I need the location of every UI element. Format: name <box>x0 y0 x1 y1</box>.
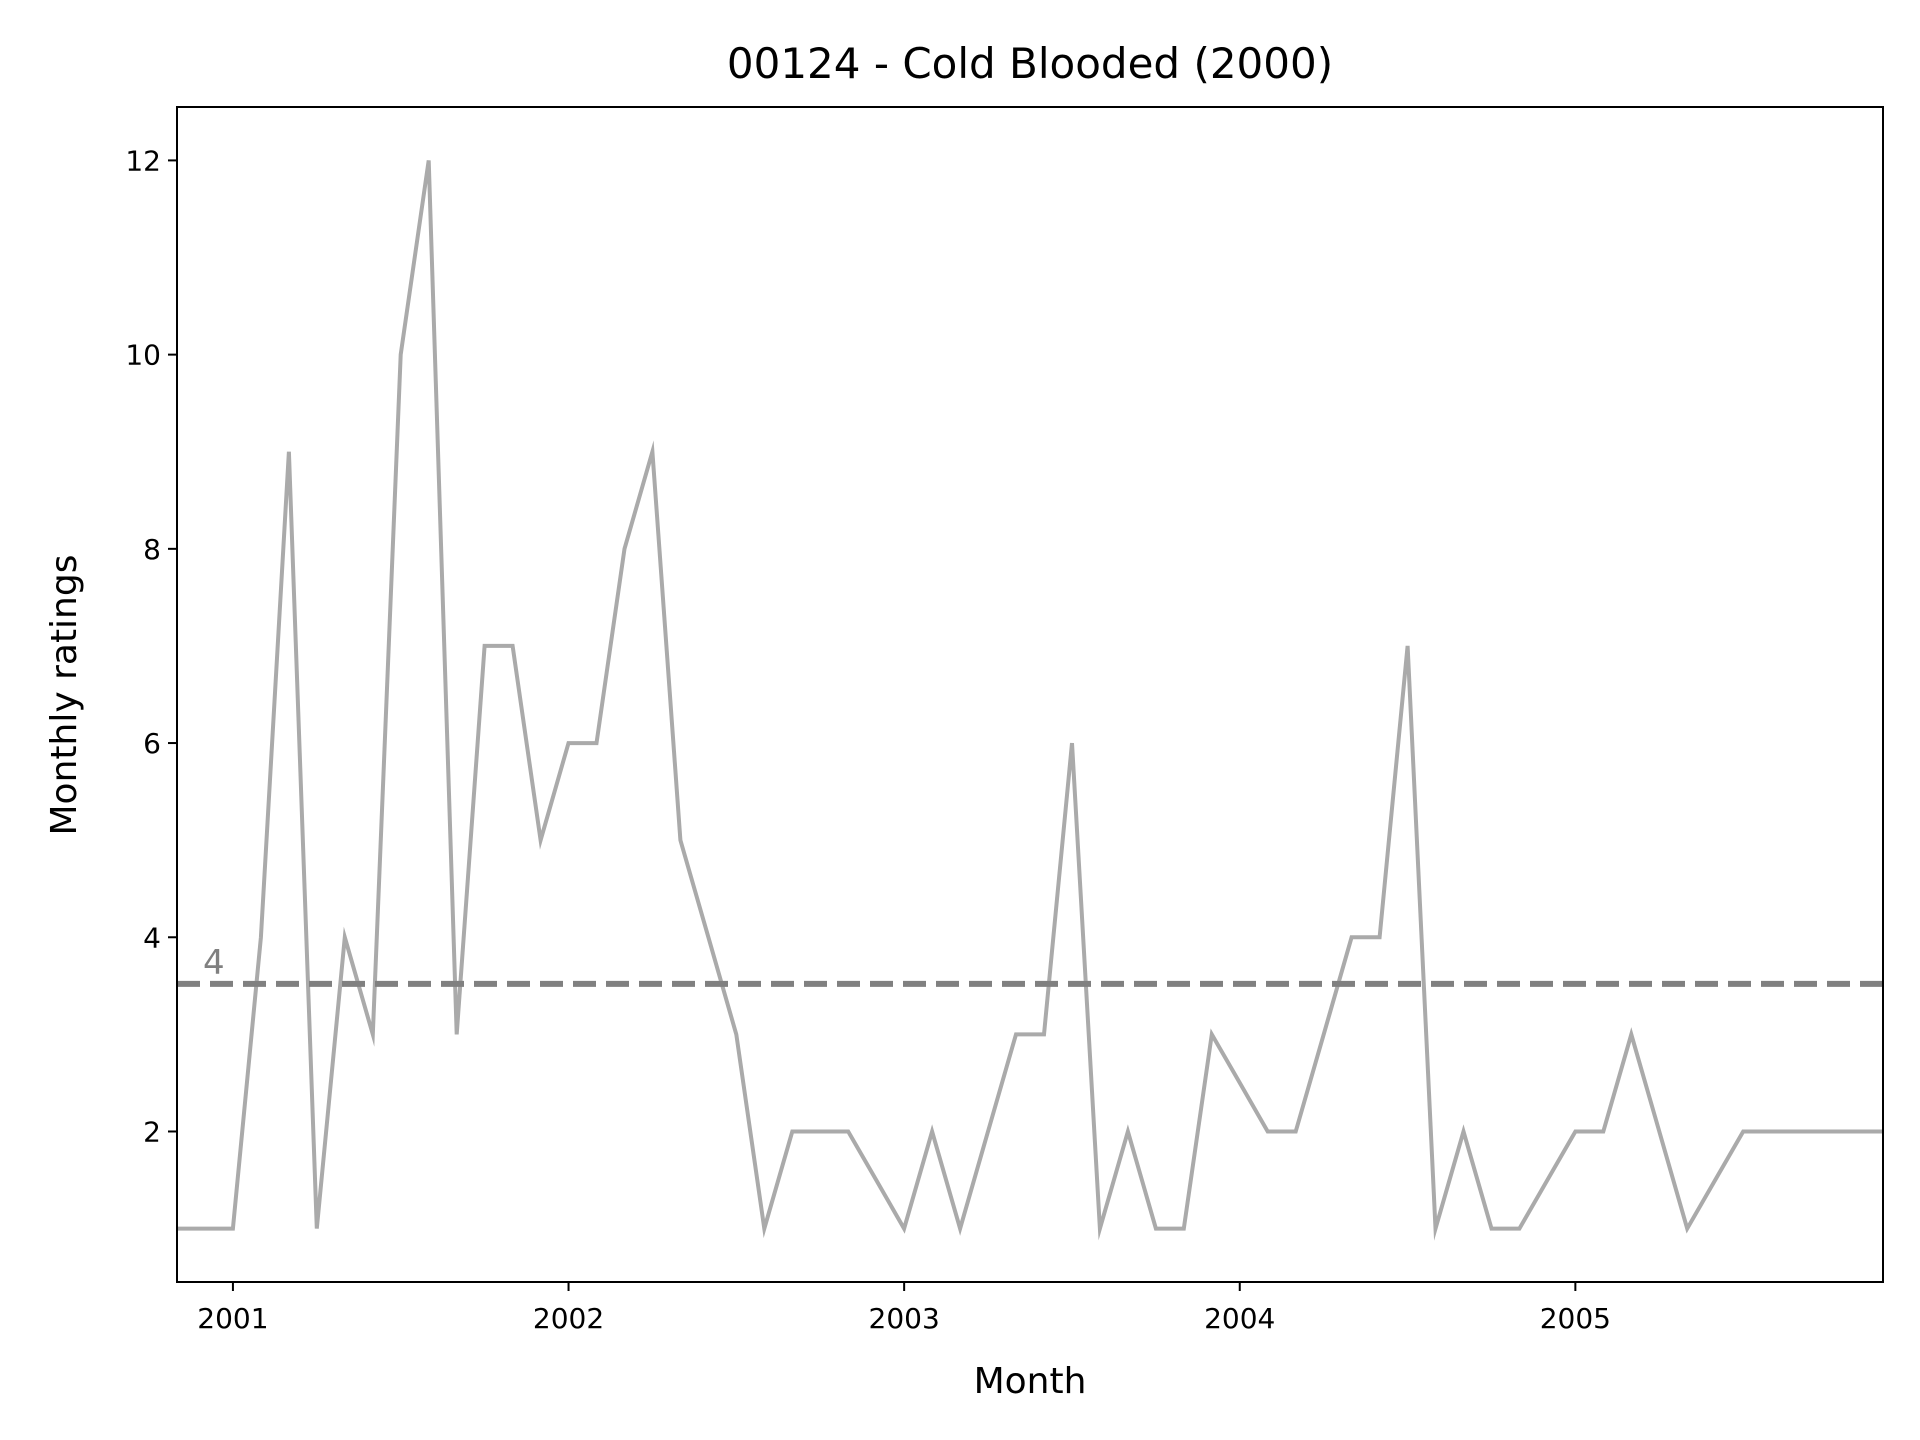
plot-area: 2001 2002 2003 2004 2005 2 4 6 8 10 12 4 <box>125 144 1883 1335</box>
y-axis-label: Monthly ratings <box>44 555 85 836</box>
x-axis-label: Month <box>974 1361 1087 1402</box>
x-tick-label: 2005 <box>1540 1302 1611 1335</box>
y-tick-label: 8 <box>143 533 161 566</box>
y-tick-label: 10 <box>125 339 161 372</box>
x-tick-label: 2002 <box>533 1302 604 1335</box>
y-tick-label: 6 <box>143 727 161 760</box>
x-tick-label: 2004 <box>1204 1302 1275 1335</box>
series-line-0 <box>177 160 1883 1241</box>
y-tick-label: 12 <box>125 144 161 177</box>
chart-title: 00124 - Cold Blooded (2000) <box>727 39 1333 88</box>
x-tick-label: 2001 <box>197 1302 268 1335</box>
y-tick-label: 2 <box>143 1115 161 1148</box>
plot-frame <box>176 106 1884 1283</box>
reference-line-label: 4 <box>203 943 225 983</box>
x-tick-label: 2003 <box>869 1302 940 1335</box>
y-tick-label: 4 <box>143 921 161 954</box>
